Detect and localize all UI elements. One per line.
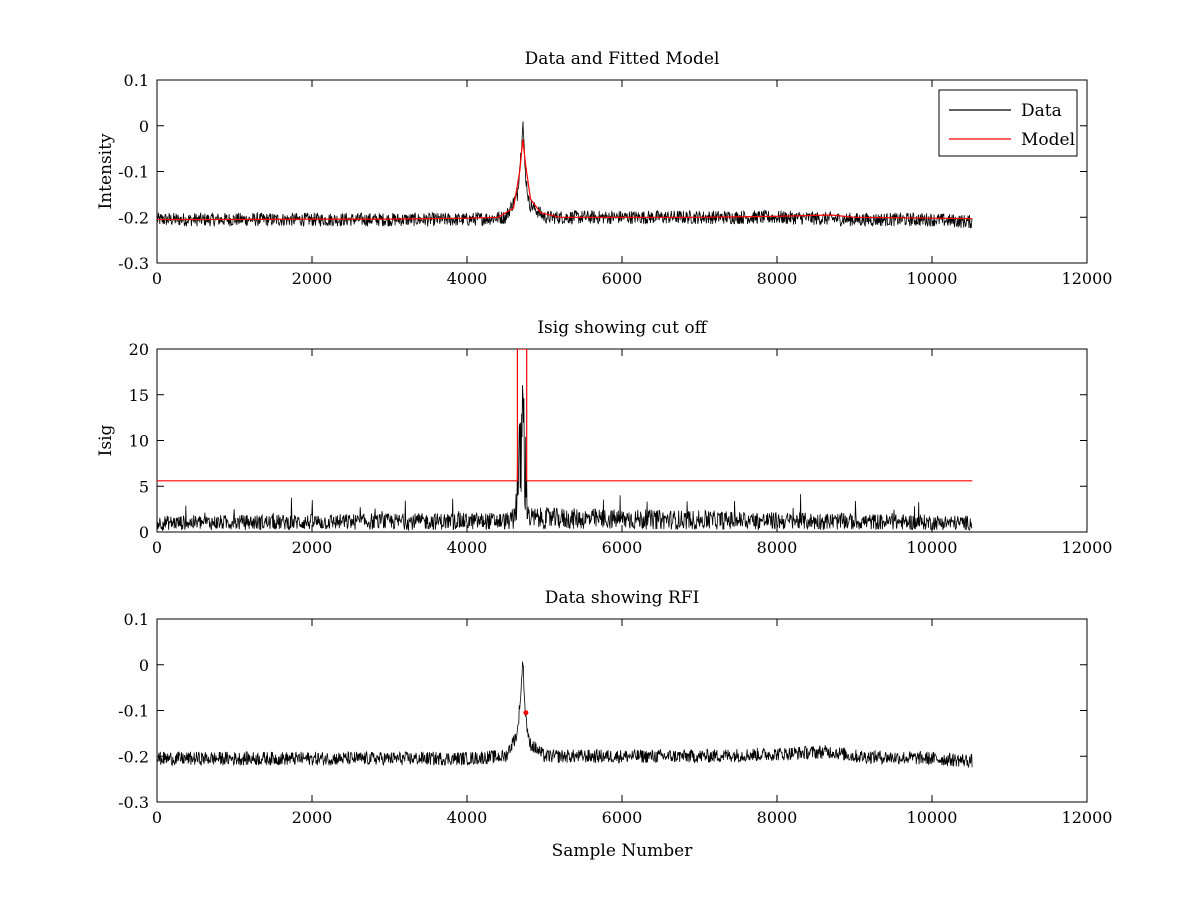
x-tick-label: 6000 bbox=[602, 538, 643, 557]
series-2-line bbox=[157, 139, 973, 221]
series-2-line bbox=[157, 349, 973, 482]
x-tick-label: 4000 bbox=[447, 269, 488, 288]
x-tick-label: 0 bbox=[152, 538, 162, 557]
y-tick-label: 0.1 bbox=[124, 71, 149, 90]
x-tick-label: 2000 bbox=[292, 269, 333, 288]
chart-panel-1: 0 2000 4000 6000 8000 10000 12000 -0.3 -0.2 -0.1 0… bbox=[96, 49, 1112, 288]
y-tick-label: 0 bbox=[139, 523, 149, 542]
series-1-line bbox=[157, 385, 973, 532]
x-tick-label: 8000 bbox=[757, 269, 798, 288]
x-tick-label: 12000 bbox=[1062, 538, 1113, 557]
y-tick-label: 15 bbox=[129, 386, 149, 405]
y-tick-label: -0.1 bbox=[118, 163, 149, 182]
y-tick-label: -0.3 bbox=[118, 793, 149, 812]
x-tick-label: 10000 bbox=[907, 269, 958, 288]
chart-title: Data showing RFI bbox=[545, 588, 700, 608]
x-tick-label: 12000 bbox=[1062, 808, 1113, 827]
x-tick-label: 8000 bbox=[757, 808, 798, 827]
x-tick-label: 6000 bbox=[602, 808, 643, 827]
x-tick-label: 0 bbox=[152, 269, 162, 288]
x-tick-label: 12000 bbox=[1062, 269, 1113, 288]
y-axis-label: Intensity bbox=[96, 133, 116, 209]
x-tick-label: 0 bbox=[152, 808, 162, 827]
chart-title: Isig showing cut off bbox=[537, 318, 708, 338]
y-tick-label: -0.2 bbox=[118, 208, 149, 227]
x-tick-label: 2000 bbox=[292, 538, 333, 557]
y-tick-label: 0 bbox=[139, 656, 149, 675]
x-axis-label: Sample Number bbox=[552, 841, 694, 861]
plot-frame bbox=[156, 348, 1088, 533]
plot-area bbox=[157, 661, 973, 769]
legend: Data Model bbox=[938, 89, 1078, 157]
y-tick-label: 5 bbox=[139, 477, 149, 496]
legend-label: Data bbox=[1021, 101, 1062, 121]
x-tick-label: 4000 bbox=[447, 538, 488, 557]
chart-panel-2: 0 2000 4000 6000 8000 10000 12000 0 5 10 15 20 Isig … bbox=[96, 318, 1112, 557]
series-1-line bbox=[157, 121, 973, 229]
legend-label: Model bbox=[1021, 130, 1075, 150]
y-tick-label: -0.2 bbox=[118, 747, 149, 766]
y-axis-label: Isig bbox=[96, 425, 116, 457]
legend-box bbox=[938, 89, 1078, 157]
y-tick-label: 20 bbox=[129, 340, 149, 359]
chart-title: Data and Fitted Model bbox=[525, 49, 720, 69]
x-tick-label: 10000 bbox=[907, 538, 958, 557]
plot-frame bbox=[156, 618, 1088, 803]
plot-area bbox=[157, 121, 973, 229]
y-tick-label: 0 bbox=[139, 117, 149, 136]
x-tick-label: 8000 bbox=[757, 538, 798, 557]
y-tick-label: -0.3 bbox=[118, 254, 149, 273]
y-tick-label: 10 bbox=[129, 432, 149, 451]
chart-panel-3: 0 2000 4000 6000 8000 10000 12000 -0.3 -0.2 -0.1 0… bbox=[118, 588, 1112, 861]
plot-area bbox=[157, 349, 973, 532]
x-tick-label: 10000 bbox=[907, 808, 958, 827]
x-tick-label: 6000 bbox=[602, 269, 643, 288]
x-tick-label: 2000 bbox=[292, 808, 333, 827]
y-tick-label: -0.1 bbox=[118, 702, 149, 721]
series-1-line bbox=[157, 661, 973, 769]
x-tick-label: 4000 bbox=[447, 808, 488, 827]
y-tick-label: 0.1 bbox=[124, 610, 149, 629]
series-2-point bbox=[523, 710, 529, 716]
